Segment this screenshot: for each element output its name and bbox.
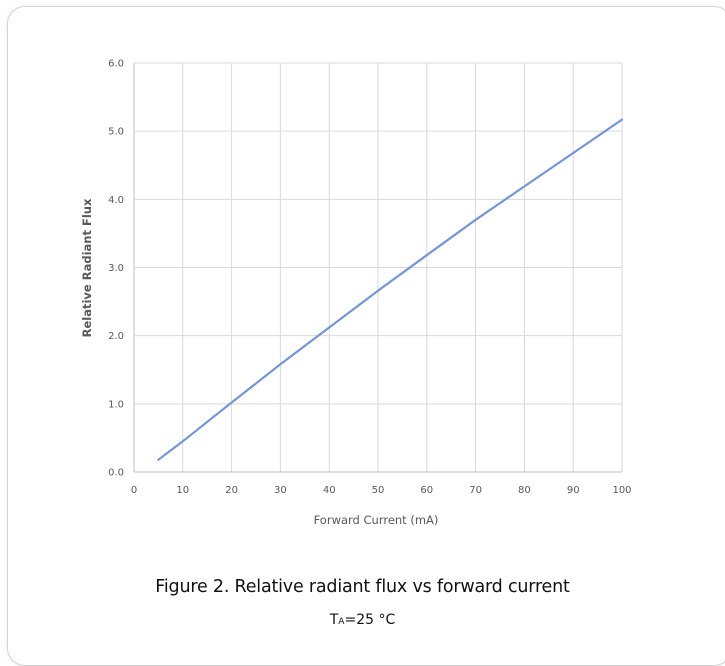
y-tick-label: 3.0: [108, 263, 124, 274]
x-tick-label: 70: [469, 485, 482, 496]
y-tick-label: 5.0: [108, 127, 124, 138]
y-tick-label: 1.0: [108, 399, 124, 410]
y-tick-label: 0.0: [108, 468, 124, 479]
series-line: [157, 118, 624, 461]
x-tick-label: 40: [323, 485, 336, 496]
y-tick-label: 4.0: [108, 195, 124, 206]
y-axis-title: Relative Radiant Flux: [80, 198, 94, 337]
figure-condition: TA=25 °C: [0, 612, 725, 628]
y-tick-label: 6.0: [108, 59, 124, 70]
x-axis-title: Forward Current (mA): [314, 513, 439, 527]
x-tick-label: 10: [176, 485, 189, 496]
x-tick-label: 80: [518, 485, 531, 496]
x-tick-label: 100: [612, 485, 631, 496]
x-tick-label: 20: [225, 485, 238, 496]
x-tick-label: 90: [567, 485, 580, 496]
condition-subscript: A: [338, 617, 345, 627]
figure-caption: Figure 2. Relative radiant flux vs forwa…: [155, 577, 570, 597]
series-layer: [157, 118, 624, 461]
line-chart: 0 10 20 30 40 50 60 70 80 90 100 0.0 1.0 2.0 3.0 4.0 5.0…: [80, 59, 632, 528]
x-tick-label: 0: [131, 485, 137, 496]
condition-prefix: T: [329, 612, 339, 628]
x-tick-label: 60: [420, 485, 433, 496]
x-tick-label: 50: [372, 485, 385, 496]
grid-layer: [133, 62, 623, 473]
condition-suffix: =25 °C: [344, 612, 396, 628]
x-tick-label: 30: [274, 485, 287, 496]
y-tick-label: 2.0: [108, 331, 124, 342]
tick-layer: 0 10 20 30 40 50 60 70 80 90 100 0.0 1.0 2.0 3.0 4.0 5.0…: [108, 59, 631, 497]
